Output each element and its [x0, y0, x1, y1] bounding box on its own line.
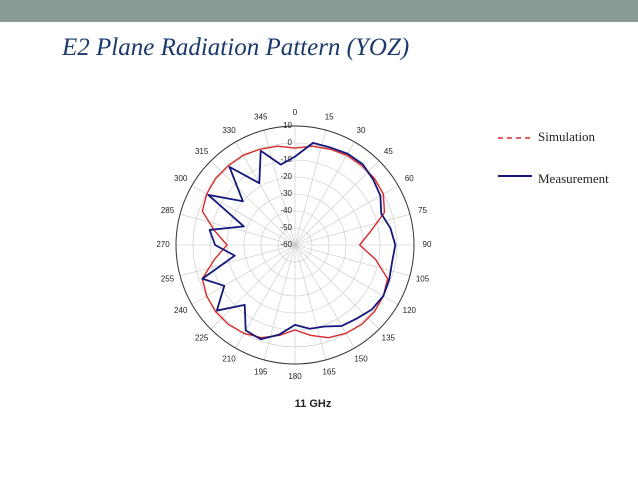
theta-tick-label: 225 [195, 333, 209, 342]
series-line [201, 145, 389, 339]
grid-spoke [210, 160, 296, 246]
annotation: 11 GHz [295, 398, 332, 410]
legend-label: Simulation [538, 129, 596, 144]
r-tick-label: -10 [280, 155, 292, 164]
grid-spoke [294, 129, 327, 246]
grid-ring [260, 210, 330, 280]
series-line [201, 141, 397, 341]
grid-spoke [191, 244, 296, 305]
legend-label: Measurement [538, 171, 609, 186]
r-tick-label: -60 [280, 240, 292, 249]
theta-tick-label: 315 [195, 147, 209, 156]
grid-spoke [294, 244, 355, 349]
r-tick-label: 10 [283, 121, 292, 130]
grid-spoke [179, 213, 296, 246]
grid-ring [192, 142, 398, 348]
grid-spoke [294, 244, 380, 330]
theta-tick-label: 45 [384, 147, 393, 156]
theta-tick-label: 270 [156, 240, 170, 249]
theta-tick-label: 165 [322, 368, 336, 377]
theta-tick-label: 255 [161, 274, 175, 283]
theta-tick-label: 0 [293, 108, 298, 117]
grid-spoke [294, 141, 355, 246]
grid-spoke [294, 160, 380, 246]
slide-title: E2 Plane Radiation Pattern (YOZ) [62, 34, 410, 61]
theta-tick-label: 210 [222, 354, 236, 363]
grid-spoke [263, 129, 296, 246]
theta-tick-label: 60 [405, 174, 414, 183]
grid-spoke [235, 141, 296, 246]
theta-tick-label: 285 [161, 206, 175, 215]
grid-ring [277, 227, 313, 263]
theta-tick-label: 195 [254, 368, 268, 377]
theta-tick-label: 240 [174, 306, 188, 315]
theta-tick-label: 330 [222, 126, 236, 135]
theta-tick-label: 345 [254, 113, 268, 122]
theta-tick-label: 75 [418, 206, 427, 215]
grid-spoke [210, 244, 296, 330]
theta-tick-label: 135 [382, 333, 396, 342]
grid-spoke [294, 213, 411, 246]
grid-ring [243, 193, 347, 297]
theta-tick-label: 30 [357, 126, 366, 135]
theta-tick-label: 90 [423, 240, 432, 249]
r-tick-label: 0 [288, 138, 293, 147]
r-tick-label: -20 [280, 172, 292, 181]
theta-tick-label: 300 [174, 174, 188, 183]
grid-spoke [294, 244, 327, 361]
grid-ring [175, 125, 415, 365]
theta-tick-label: 180 [288, 372, 302, 381]
grid-spoke [294, 244, 399, 305]
r-tick-label: -50 [280, 223, 292, 232]
theta-tick-label: 150 [354, 354, 368, 363]
top-bar [0, 0, 638, 22]
r-tick-label: -30 [280, 189, 292, 198]
theta-tick-label: 15 [325, 113, 334, 122]
grid-spoke [263, 244, 296, 361]
r-tick-label: -40 [280, 206, 292, 215]
grid-spoke [179, 244, 296, 277]
theta-tick-label: 105 [416, 274, 430, 283]
theta-tick-label: 120 [403, 306, 417, 315]
